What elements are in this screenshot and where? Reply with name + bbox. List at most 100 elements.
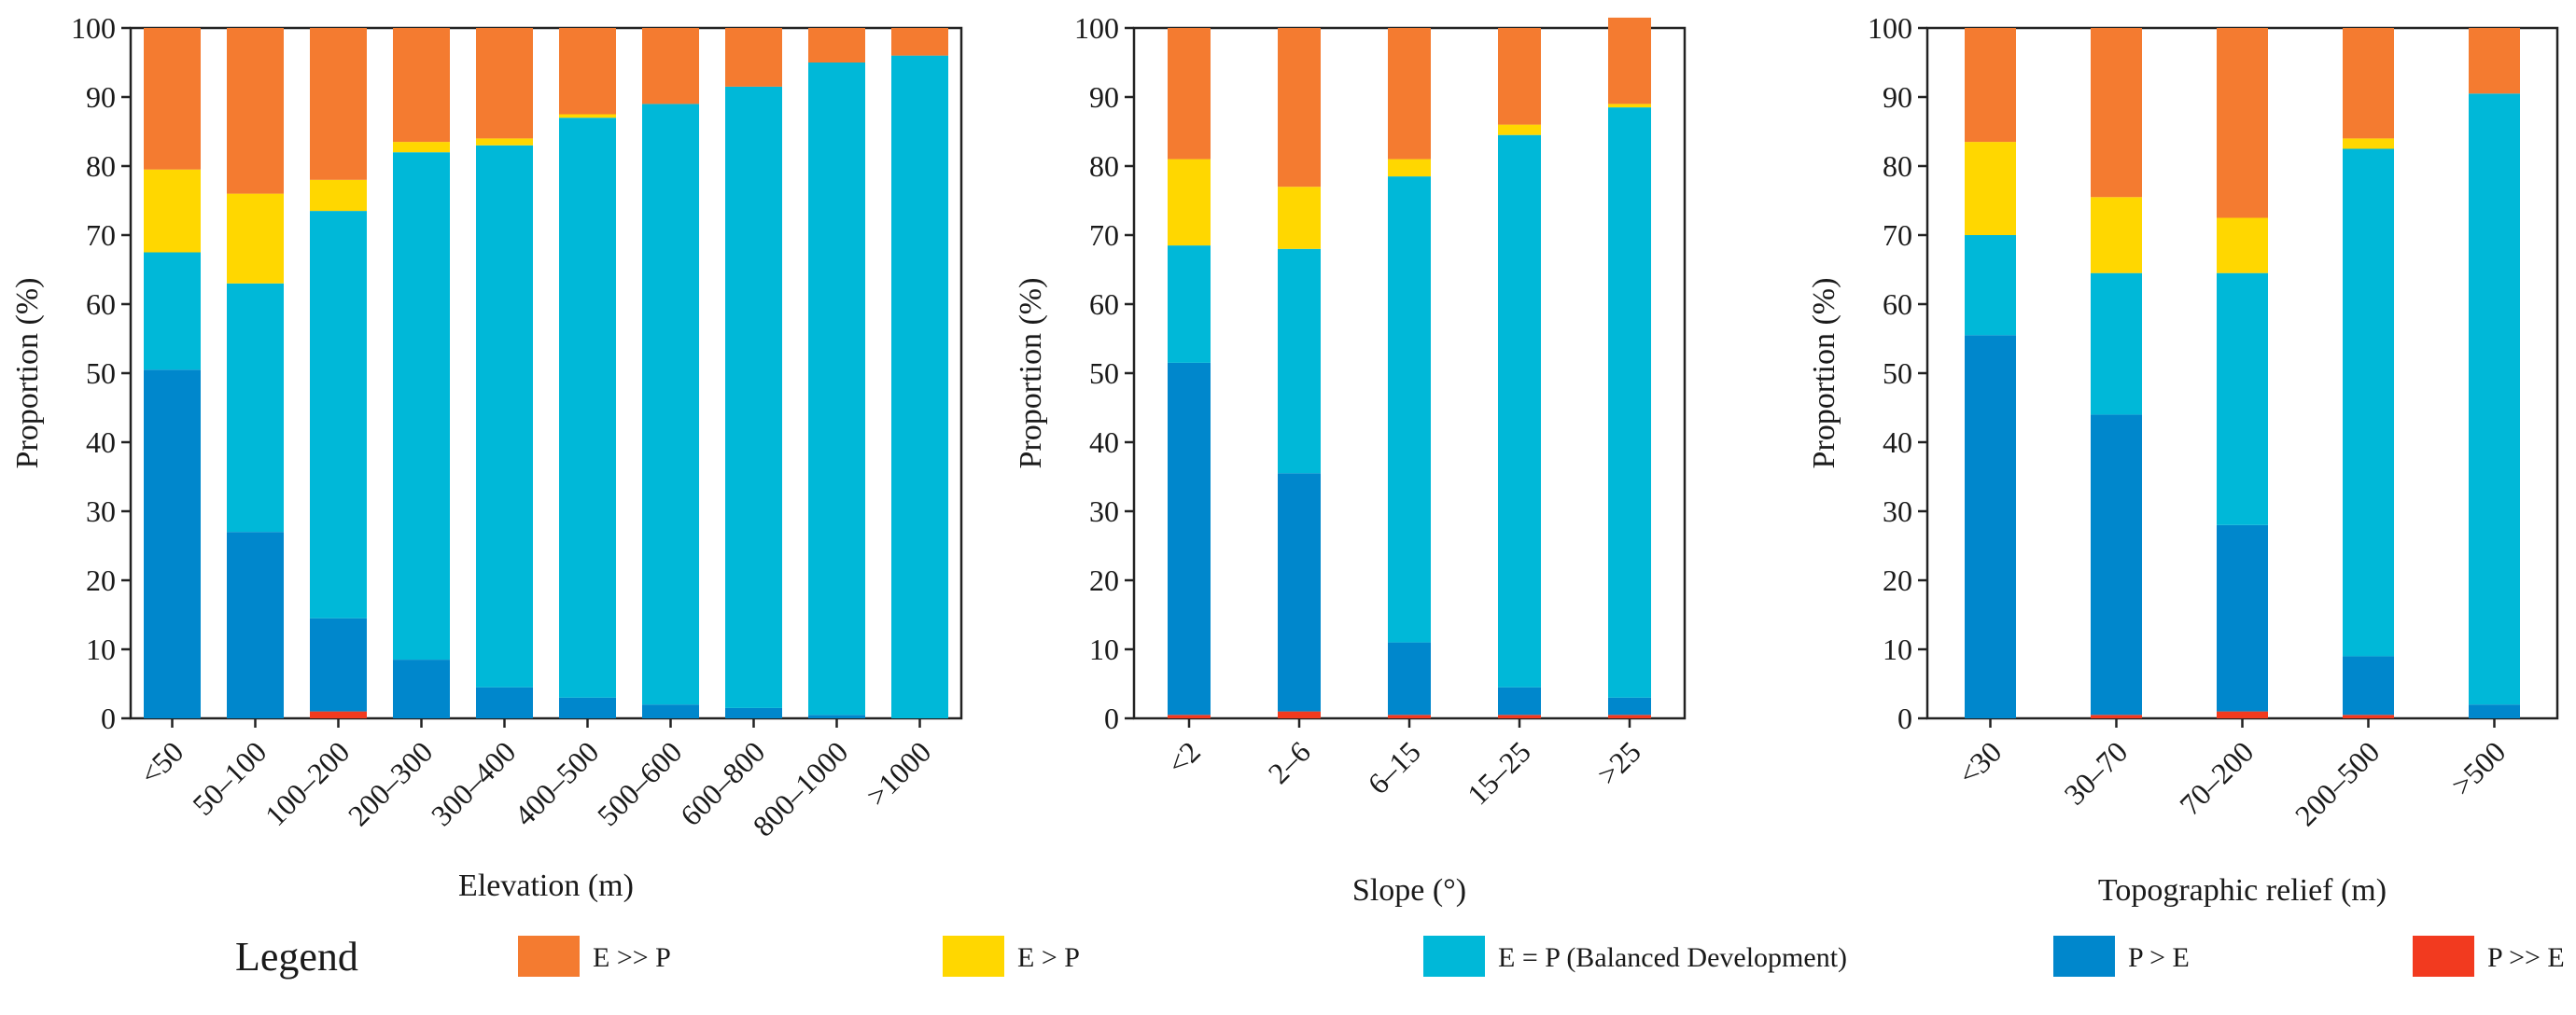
bar-segment-e-equal-p [2217,272,2268,525]
bar-segment-e-much-greater-p [808,28,865,63]
y-tick-label: 50 [1883,356,1912,390]
x-tick-label: <50 [133,734,190,791]
y-tick-label: 40 [86,425,116,459]
bar-segment-e-equal-p [2091,272,2142,415]
bar-segment-e-equal-p [725,86,782,708]
bar-segment-e-equal-p [1498,134,1541,688]
x-tick-label: 2–6 [1262,734,1317,789]
bar-segment-e-greater-p [1168,159,1211,246]
bar-segment-p-much-greater-e [2343,715,2394,718]
bar-segment-e-much-greater-p [144,28,201,170]
bar-segment-p-greater-e [2091,414,2142,716]
bar-segment-p-greater-e [310,618,367,712]
y-tick-label: 0 [101,702,116,735]
y-axis-title: Proportion (%) [1014,278,1048,469]
y-tick-label: 80 [1883,149,1912,183]
bar-segment-e-equal-p [1388,176,1431,643]
bar-segment-e-greater-p [476,138,533,146]
bar-segment-e-equal-p [2343,148,2394,657]
x-tick-label: >25 [1590,734,1647,791]
bar-segment-e-much-greater-p [476,28,533,139]
bar-segment-e-much-greater-p [642,28,699,104]
bar-segment-p-greater-e [1965,335,2016,718]
bar-segment-p-greater-e [144,369,201,718]
bar-segment-p-much-greater-e [1278,711,1321,718]
x-tick-label: <2 [1160,734,1207,781]
bar-segment-e-greater-p [1278,187,1321,249]
x-axis-title: Topographic relief (m) [2098,873,2387,908]
bar-segment-e-equal-p [808,63,865,716]
y-tick-label: 60 [1089,287,1119,321]
bar-segment-e-greater-p [393,142,450,153]
bar-segment-e-equal-p [1168,245,1211,363]
bar-segment-e-equal-p [1965,235,2016,336]
bar-segment-e-greater-p [227,193,284,284]
panel-elevation: 0102030405060708090100<5050–100100–20020… [10,11,963,903]
bar-segment-e-equal-p [144,252,201,370]
y-tick-label: 90 [1883,80,1912,114]
bar-segment-e-much-greater-p [2469,28,2520,94]
bar-segment-e-much-greater-p [559,28,616,115]
bar-segment-e-greater-p [1608,104,1651,108]
bar-segment-p-much-greater-e [310,711,367,718]
x-tick-label: >1000 [860,734,937,812]
bar-segment-p-greater-e [559,697,616,718]
bar-segment-p-greater-e [1388,642,1431,716]
x-tick-label: 200–500 [2289,734,2387,832]
bar-segment-p-much-greater-e [1608,715,1651,718]
y-tick-label: 40 [1089,425,1119,459]
bar-segment-p-much-greater-e [1168,715,1211,718]
bar-segment-p-greater-e [642,704,699,718]
bar-segment-e-much-greater-p [1278,28,1321,188]
bar-segment-p-greater-e [227,532,284,718]
bar-segment-p-greater-e [1278,473,1321,712]
legend-label-p-greater-e: P > E [2128,942,2190,973]
x-tick-label: >500 [2444,734,2512,801]
bar-segment-p-greater-e [2343,656,2394,716]
y-tick-label: 30 [1089,494,1119,528]
bar-segment-e-greater-p [310,179,367,212]
legend-swatch-p-much-greater-e [2413,936,2474,977]
bar-segment-p-much-greater-e [1388,715,1431,718]
y-axis-title: Proportion (%) [10,278,45,469]
legend-label-e-greater-p: E > P [1017,942,1080,973]
bar-segment-p-greater-e [2469,704,2520,718]
y-tick-label: 10 [1089,633,1119,666]
x-axis-title: Elevation (m) [458,869,634,903]
y-tick-label: 60 [1883,287,1912,321]
legend: Legend E >> P E > P E = P (Balanced Develo… [235,934,2565,980]
legend-swatch-e-much-greater-p [518,936,580,977]
bar-segment-e-much-greater-p [2217,28,2268,218]
y-tick-label: 10 [86,633,116,666]
bar-segment-e-equal-p [1278,248,1321,474]
x-tick-label: 6–15 [1361,734,1427,800]
bar-segment-p-greater-e [393,660,450,718]
panel-slope: 0 10 20 30 40 50 60 70 80 90 100 <2 2–6 6–15 15–25 >25 S… [1014,11,1687,908]
bar-segment-e-much-greater-p [1965,28,2016,143]
bar-segment-e-much-greater-p [393,28,450,143]
x-tick-label: 300–400 [425,734,523,832]
bar-segment-p-greater-e [2217,524,2268,712]
legend-label-e-equal-p: E = P (Balanced Development) [1498,942,1847,973]
y-axis-title: Proportion (%) [1807,278,1841,469]
bar-segment-e-much-greater-p [1168,28,1211,160]
panel-topographic-relief: 0 10 20 30 40 50 60 70 80 90 100 <30 30–70 70–200 200–… [1807,11,2559,908]
y-tick-label: 0 [1897,702,1912,735]
y-tick-label: 70 [1883,218,1912,252]
bar-segment-p-much-greater-e [2217,711,2268,718]
y-tick-label: 20 [86,563,116,597]
bar-segment-e-greater-p [559,114,616,118]
bar-segment-p-greater-e [1498,687,1541,716]
bar-segment-e-greater-p [2091,197,2142,273]
bar-segment-p-much-greater-e [1498,715,1541,718]
bar-segment-e-much-greater-p [1608,17,1651,104]
bar-segment-e-greater-p [2217,217,2268,273]
y-tick-label: 50 [1089,356,1119,390]
x-tick-label: 15–25 [1461,734,1537,811]
bar-segment-e-much-greater-p [2343,28,2394,139]
bar-segment-e-equal-p [310,211,367,619]
legend-label-p-much-greater-e: P >> E [2487,942,2565,973]
y-tick-label: 30 [86,494,116,528]
bar-segment-e-equal-p [227,283,284,533]
